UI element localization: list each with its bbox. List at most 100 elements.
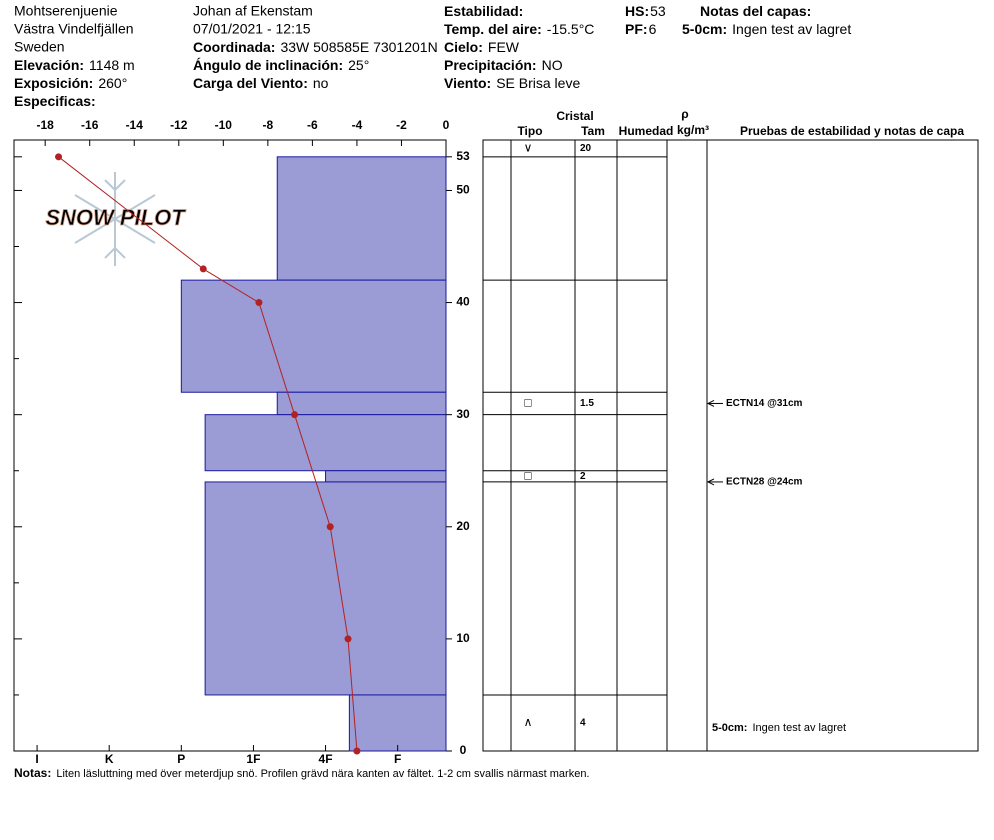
- hardness-tick-label: 4F: [319, 752, 333, 766]
- field-label: Temp. del aire:: [444, 21, 542, 37]
- header-field: Västra Vindelfjällen: [14, 21, 134, 37]
- table-columns: [510, 140, 708, 751]
- grain-type: □: [524, 396, 531, 410]
- temp-tick-label: -14: [126, 118, 144, 132]
- temp-tick-label: -2: [396, 118, 407, 132]
- temperature-point: [55, 153, 63, 161]
- header-field: Precipitación: NO: [444, 57, 563, 73]
- field-label: Estabilidad:: [444, 3, 523, 19]
- field-value: Ingen test av lagret: [732, 21, 851, 37]
- header-field: Estabilidad:: [444, 3, 523, 19]
- temp-tick-label: -8: [263, 118, 274, 132]
- header-field: 5-0cm: Ingen test av lagret: [682, 21, 851, 37]
- test-label: ECTN28 @24cm: [726, 477, 803, 488]
- temperature-point: [326, 523, 334, 531]
- field-value: -15.5°C: [547, 21, 595, 37]
- y-tick-label: 53: [456, 149, 470, 163]
- field-label: Carga del Viento:: [193, 75, 308, 91]
- field-value: 33W 508585E 7301201N: [280, 39, 437, 55]
- hardness-tick-label: F: [394, 752, 401, 766]
- temp-tick-label: -6: [307, 118, 318, 132]
- temp-tick-label: -16: [81, 118, 99, 132]
- hardness-tick-label: K: [105, 752, 114, 766]
- field-label: Viento:: [444, 75, 491, 91]
- temp-tick-label: 0: [443, 118, 450, 132]
- notes: Notas: Liten läsluttning med över meterdj…: [14, 766, 590, 780]
- field-value: 1148 m: [89, 57, 135, 73]
- header-field: Coordinada: 33W 508585E 7301201N: [193, 39, 438, 55]
- temperature-point: [291, 411, 299, 419]
- header-field: Elevación: 1148 m: [14, 57, 135, 73]
- header-field: Cielo: FEW: [444, 39, 520, 55]
- hardness-bar: [180, 279, 447, 393]
- hardness-tick-label: I: [35, 752, 38, 766]
- temperature-point: [255, 299, 263, 307]
- hardness-tick-label: P: [177, 752, 185, 766]
- field-value: 25°: [348, 57, 369, 73]
- field-value: SE Brisa leve: [496, 75, 580, 91]
- field-label: PF:: [625, 21, 648, 37]
- hardness-bar: [276, 156, 447, 281]
- header-density: ρ: [681, 107, 688, 121]
- header-type: Tipo: [517, 124, 542, 138]
- header-field: Mohtserenjuenie: [14, 3, 118, 19]
- hardness-bar: [204, 414, 447, 472]
- header-field: HS:53: [625, 3, 666, 19]
- y-tick-label: 50: [456, 183, 470, 197]
- layer-note-text: Ingen test av lagret: [752, 722, 846, 734]
- y-tick-label: 40: [456, 295, 470, 309]
- y-tick-label: 30: [456, 407, 470, 421]
- temp-tick-label: -4: [352, 118, 363, 132]
- hardness-bar: [204, 481, 447, 696]
- notes-label: Notas:: [14, 766, 51, 780]
- field-label: Elevación:: [14, 57, 84, 73]
- grain-size: 1.5: [580, 398, 594, 409]
- test-arrowhead: [706, 400, 715, 407]
- field-label: Cielo:: [444, 39, 483, 55]
- field-label: Especificas:: [14, 93, 96, 109]
- field-value: FEW: [488, 39, 520, 55]
- hardness-tick-label: 1F: [246, 752, 260, 766]
- header-crystal: Cristal: [556, 109, 593, 123]
- temp-tick-label: -10: [215, 118, 233, 132]
- grain-size: 2: [580, 471, 586, 482]
- hardness-bar: [348, 694, 447, 752]
- header-density-unit: kg/m³: [677, 123, 709, 137]
- test-label: ECTN14 @31cm: [726, 398, 803, 409]
- header-field: Especificas:: [14, 93, 96, 109]
- field-label: Exposición:: [14, 75, 93, 91]
- notes-text: Liten läsluttning med över meterdjup snö…: [56, 768, 589, 780]
- header-moisture: Humedad: [619, 124, 674, 138]
- field-value: no: [313, 75, 329, 91]
- header-tests: Pruebas de estabilidad y notas de capa: [740, 124, 964, 138]
- temperature-point: [353, 747, 361, 755]
- header-field: Viento: SE Brisa leve: [444, 75, 580, 91]
- layer-note: 5-0cm: Ingen test av lagret: [712, 722, 846, 734]
- field-value: 53: [650, 3, 666, 19]
- grain-type: □: [524, 469, 531, 483]
- grain-size: 20: [580, 143, 592, 154]
- grain-type: ∨: [524, 141, 533, 155]
- header-field: Notas del capas:: [700, 3, 811, 19]
- header-field: Sweden: [14, 39, 65, 55]
- temperature-point: [344, 635, 352, 643]
- header-field: Carga del Viento: no: [193, 75, 329, 91]
- logo: [74, 172, 156, 266]
- field-label: Coordinada:: [193, 39, 275, 55]
- header-field: Johan af Ekenstam: [193, 3, 313, 19]
- hardness-bar: [276, 391, 447, 416]
- grain-size: 4: [580, 718, 586, 729]
- header-field: PF:6: [625, 21, 657, 37]
- hardness-bar: [325, 470, 447, 483]
- table-frame: [482, 139, 979, 752]
- test-arrowhead: [706, 478, 715, 486]
- y-tick-label: 20: [456, 519, 470, 533]
- y-tick-label: 10: [456, 631, 470, 645]
- layer-note-label: 5-0cm:: [712, 722, 747, 734]
- header-field: Temp. del aire: -15.5°C: [444, 21, 594, 37]
- header-field: Exposición: 260°: [14, 75, 127, 91]
- field-value: 260°: [98, 75, 127, 91]
- field-label: Precipitación:: [444, 57, 537, 73]
- field-label: 5-0cm:: [682, 21, 727, 37]
- grain-type: ∧: [524, 715, 533, 729]
